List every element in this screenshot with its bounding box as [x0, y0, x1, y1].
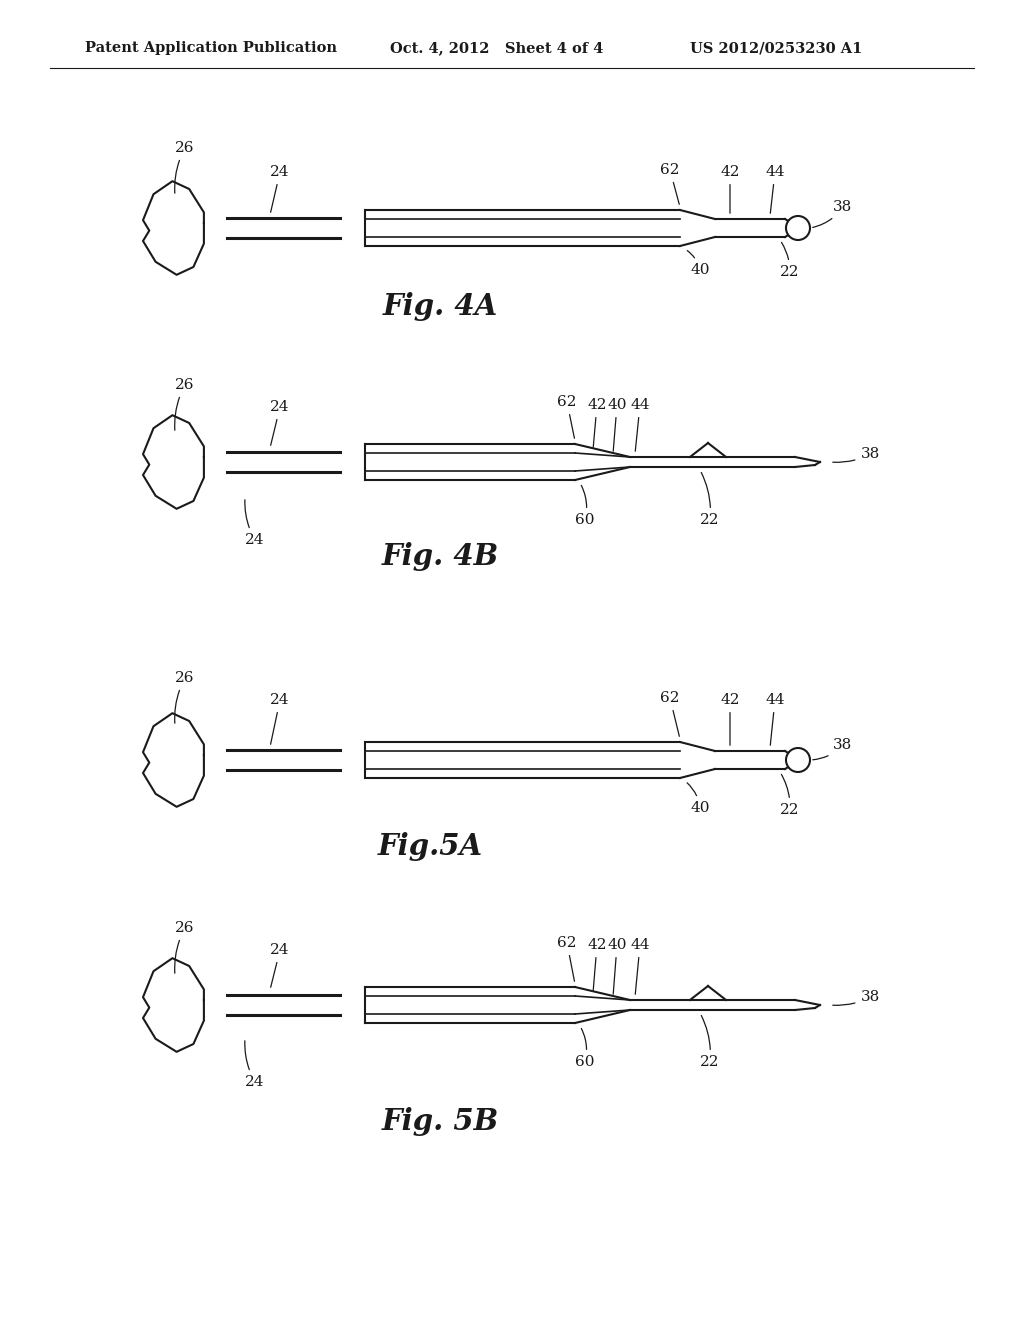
Text: Fig. 4A: Fig. 4A: [382, 292, 498, 321]
Text: 38: 38: [813, 201, 853, 227]
Text: 44: 44: [765, 693, 784, 746]
Text: 40: 40: [607, 399, 627, 451]
Text: 60: 60: [575, 1028, 595, 1069]
Text: 42: 42: [720, 165, 739, 214]
Text: 62: 62: [660, 690, 680, 737]
Text: 22: 22: [700, 473, 720, 527]
Text: 44: 44: [630, 399, 650, 451]
Text: 42: 42: [587, 939, 607, 990]
Text: 38: 38: [813, 738, 853, 760]
Text: Fig. 4B: Fig. 4B: [381, 543, 499, 572]
Text: 26: 26: [175, 671, 195, 723]
Text: 26: 26: [175, 378, 195, 430]
Text: Oct. 4, 2012   Sheet 4 of 4: Oct. 4, 2012 Sheet 4 of 4: [390, 41, 603, 55]
Text: 22: 22: [780, 775, 800, 817]
Text: 26: 26: [175, 921, 195, 973]
Text: 40: 40: [607, 939, 627, 994]
Text: 22: 22: [700, 1015, 720, 1069]
Text: 60: 60: [575, 486, 595, 527]
Text: 38: 38: [833, 990, 880, 1006]
Text: 24: 24: [270, 165, 290, 213]
Text: 24: 24: [270, 693, 290, 744]
Text: 44: 44: [765, 165, 784, 214]
Text: Fig.5A: Fig.5A: [378, 832, 482, 861]
Text: 42: 42: [587, 399, 607, 447]
Text: 62: 62: [557, 395, 577, 438]
Text: 38: 38: [833, 447, 880, 462]
Text: Fig. 5B: Fig. 5B: [381, 1107, 499, 1137]
Text: 24: 24: [270, 942, 290, 987]
Text: 24: 24: [245, 500, 265, 546]
Text: 24: 24: [270, 400, 290, 445]
Text: Patent Application Publication: Patent Application Publication: [85, 41, 337, 55]
Text: 44: 44: [630, 939, 650, 994]
Text: 22: 22: [780, 243, 800, 279]
Text: 40: 40: [687, 783, 710, 814]
Text: 40: 40: [687, 251, 710, 277]
Text: 62: 62: [660, 162, 680, 205]
Text: 26: 26: [175, 141, 195, 193]
Text: US 2012/0253230 A1: US 2012/0253230 A1: [690, 41, 862, 55]
Text: 62: 62: [557, 936, 577, 981]
Text: 24: 24: [245, 1040, 265, 1089]
Text: 42: 42: [720, 693, 739, 746]
